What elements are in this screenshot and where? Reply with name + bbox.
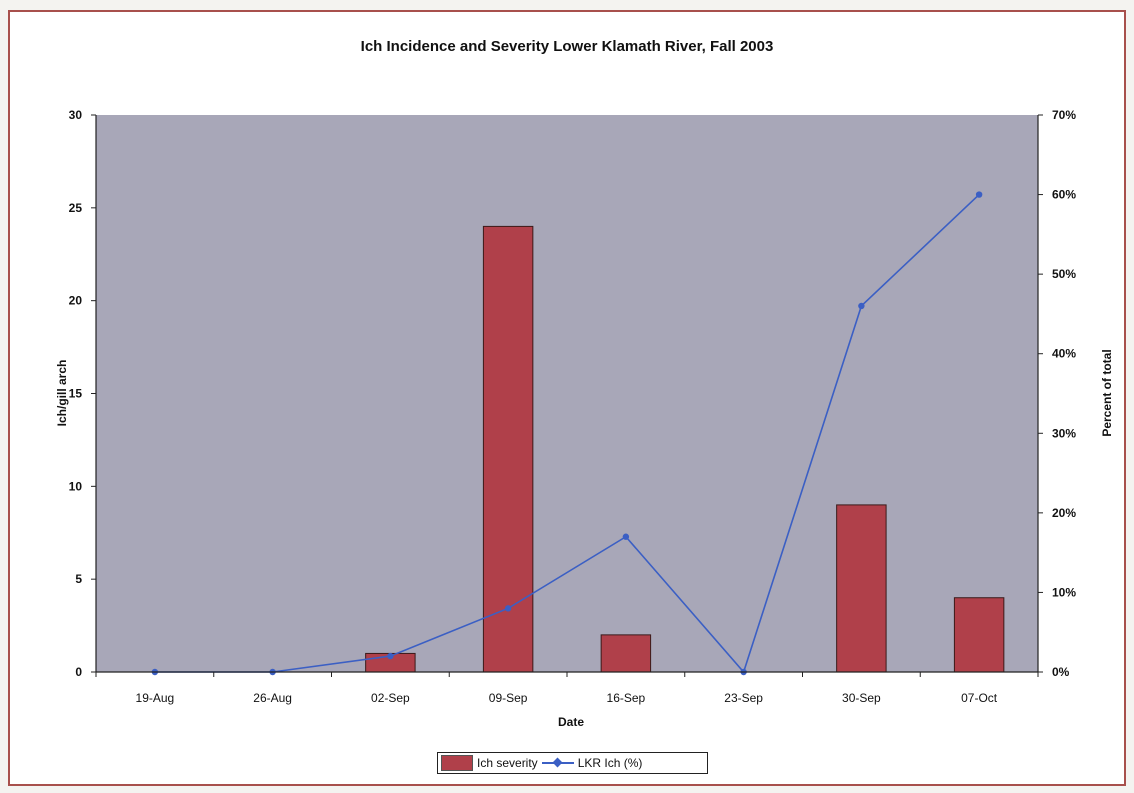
y2-tick-label: 40% (1052, 347, 1076, 361)
y-tick-label: 20 (69, 294, 83, 308)
y2-tick-label: 50% (1052, 267, 1076, 281)
axes: 0 5 10 15 20 25 30 0% 10% 20% 30% 40% 50% 60% 70% 19-Au… (69, 108, 1077, 705)
bar-16-Sep (600, 634, 652, 673)
y-tick-label: 15 (69, 387, 83, 401)
x-tick-label: 26-Aug (253, 691, 292, 705)
chart-title: Ich Incidence and Severity Lower Klamath… (360, 38, 774, 55)
x-tick-label: 09-Sep (489, 691, 528, 705)
point-16-Sep (622, 533, 630, 540)
y2-tick-label: 20% (1052, 506, 1076, 520)
legend-label-lkr: LKR Ich (%) (577, 756, 643, 770)
x-tick-label: 19-Aug (136, 691, 175, 705)
point-09-Sep (504, 605, 512, 612)
x-tick-label: 16-Sep (607, 691, 646, 705)
y-tick-label: 25 (69, 201, 83, 215)
y2-axis-label: Percent of total (1100, 349, 1114, 436)
y-tick-label: 5 (75, 572, 82, 586)
point-30-Sep (858, 302, 865, 310)
x-tick-label: 23-Sep (724, 691, 763, 705)
bar-07-Oct (953, 597, 1005, 673)
line-series (151, 191, 983, 676)
x-tick-label: 02-Sep (371, 691, 410, 705)
legend-label-severity: Ich severity (477, 756, 538, 770)
y-axis-label: Ich/gill arch (55, 360, 69, 427)
y2-tick-label: 0% (1052, 665, 1070, 679)
bar-series (365, 225, 1005, 673)
y-tick-label: 0 (75, 665, 82, 679)
legend: Ich severity LKR Ich (%) (437, 752, 708, 774)
legend-swatch-line (541, 757, 574, 769)
point-07-Oct (975, 191, 983, 198)
plot-area (96, 115, 1038, 672)
bar-30-Sep (836, 504, 887, 673)
y2-tick-label: 10% (1052, 585, 1076, 599)
legend-swatch-bar (441, 755, 473, 771)
y2-tick-label: 70% (1052, 108, 1076, 122)
y2-tick-label: 60% (1052, 188, 1076, 202)
x-tick-label: 30-Sep (842, 691, 881, 705)
x-tick-label: 07-Oct (961, 691, 998, 705)
y-tick-label: 30 (69, 108, 83, 122)
lkr-ich-line (154, 193, 980, 674)
x-axis-label: Date (558, 715, 584, 729)
y2-tick-label: 30% (1052, 426, 1076, 440)
y-tick-label: 10 (69, 479, 83, 493)
point-02-Sep (387, 652, 394, 660)
